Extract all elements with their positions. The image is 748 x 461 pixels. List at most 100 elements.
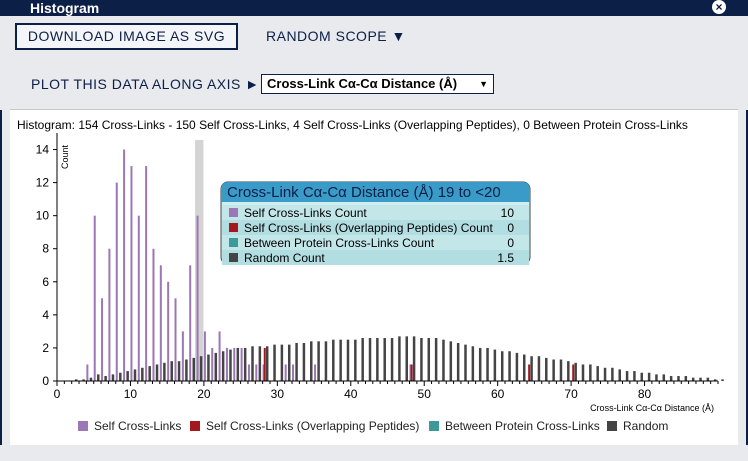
random-scope-button[interactable]: RANDOM SCOPE ▼ — [266, 28, 406, 44]
axis-select-value: Cross-Link Cα-Cα Distance (Å) — [267, 76, 458, 91]
bar-random — [611, 367, 614, 381]
histogram-chart: Histogram: 154 Cross-Links - 150 Self Cr… — [17, 118, 724, 433]
bar-random — [449, 341, 453, 381]
x-tick-label: 10 — [124, 387, 138, 401]
tooltip-swatch — [229, 238, 238, 247]
bar-random — [214, 352, 218, 381]
bar-random — [97, 374, 100, 381]
tooltip-label: Between Protein Cross-Links Count — [244, 236, 435, 250]
y-axis-label: Count — [60, 145, 70, 170]
tooltip-header — [221, 182, 530, 202]
y-tick-label: 12 — [36, 176, 50, 190]
axis-select[interactable]: Cross-Link Cα-Cα Distance (Å) ▼ — [261, 74, 494, 94]
y-tick-label: 8 — [42, 242, 49, 256]
bar-random — [640, 372, 644, 381]
bar-self-cross-links — [314, 364, 317, 381]
bar-self-cross-links — [240, 347, 243, 381]
chart-title: Histogram: 154 Cross-Links - 150 Self Cr… — [17, 118, 688, 132]
bar-self-cross-links-overlapping-peptides- — [572, 364, 575, 381]
bar-random — [163, 362, 166, 381]
bar-self-cross-links — [86, 364, 89, 381]
highlight-bin — [195, 140, 204, 381]
bar-random — [265, 346, 269, 381]
bar-random — [236, 347, 240, 381]
bar-self-cross-links — [93, 215, 96, 381]
left-border — [0, 16, 2, 461]
bar-random — [346, 339, 350, 381]
divider — [10, 109, 738, 110]
bar-random — [273, 344, 276, 381]
x-tick-label: 20 — [197, 387, 211, 401]
bar-random — [229, 349, 232, 381]
bar-random — [82, 379, 85, 381]
legend-swatch — [78, 421, 88, 431]
x-tick-label: 60 — [491, 387, 505, 401]
bar-random — [339, 339, 342, 381]
bar-self-cross-links — [101, 298, 104, 381]
bar-random — [596, 366, 599, 381]
bar-self-cross-links — [123, 149, 126, 381]
bar-self-cross-links-overlapping-peptides- — [263, 347, 266, 381]
x-tick-label: 80 — [638, 387, 652, 401]
bar-random — [155, 364, 159, 381]
bar-random — [471, 346, 475, 381]
tooltip-row — [222, 220, 529, 235]
axis-prompt: PLOT THIS DATA ALONG AXIS ► — [31, 76, 260, 92]
bar-self-cross-links — [108, 248, 111, 381]
tooltip-value: 0 — [507, 221, 514, 235]
bar-self-cross-links — [409, 364, 412, 381]
bar-random — [662, 374, 666, 381]
bar-random — [354, 339, 357, 381]
bar-self-cross-links — [247, 364, 250, 381]
bar-random — [148, 366, 151, 381]
bar-self-cross-links — [292, 364, 295, 381]
bar-random — [633, 371, 636, 381]
tooltip-row — [222, 250, 529, 265]
bar-random — [545, 357, 548, 381]
right-border — [746, 16, 748, 461]
bar-self-cross-links — [233, 347, 236, 381]
bar-random — [442, 339, 445, 381]
bar-random — [567, 361, 570, 381]
bottom-bar — [0, 445, 748, 461]
bar-random — [559, 359, 563, 381]
bar-random — [478, 347, 482, 381]
bar-self-cross-links — [167, 281, 170, 381]
download-svg-button[interactable]: DOWNLOAD IMAGE AS SVG — [15, 23, 238, 50]
bar-random — [302, 342, 306, 381]
bar-random — [486, 347, 489, 381]
x-axis-label: Cross-Link Cα-Cα Distance (Å) — [590, 403, 714, 413]
bar-random — [589, 364, 592, 381]
bar-self-cross-links — [211, 347, 214, 381]
bar-random — [368, 338, 372, 381]
bar-self-cross-links — [115, 182, 118, 381]
bar-random — [390, 338, 394, 381]
tooltip-value: 10 — [501, 206, 515, 220]
bar-random — [185, 359, 188, 381]
bar-random — [89, 377, 93, 381]
bar-random — [574, 362, 577, 381]
bar-self-cross-links — [181, 331, 184, 381]
bar-self-cross-links — [284, 364, 287, 381]
bar-random — [691, 377, 695, 381]
window-title: Histogram — [30, 0, 100, 16]
bar-random — [133, 369, 137, 381]
bar-self-cross-links — [174, 298, 177, 381]
bar-random — [669, 376, 673, 381]
bar-random — [500, 351, 504, 381]
bar-random — [398, 336, 401, 381]
bar-self-cross-links — [218, 331, 221, 381]
y-tick-label: 6 — [42, 275, 49, 289]
window-titlebar: Histogram × — [0, 0, 748, 16]
close-icon[interactable]: × — [712, 0, 726, 14]
bar-random — [119, 372, 122, 381]
tooltip: Cross-Link Cα-Cα Distance (Å) 19 to <20 … — [220, 181, 531, 265]
bar-random — [310, 341, 313, 381]
bar-random — [434, 338, 438, 381]
bar-random — [243, 347, 247, 381]
x-tick-label: 0 — [54, 387, 61, 401]
bar-self-cross-links — [203, 331, 206, 381]
tooltip-swatch — [229, 208, 238, 217]
tooltip-row — [222, 235, 529, 250]
bar-random — [618, 369, 621, 381]
